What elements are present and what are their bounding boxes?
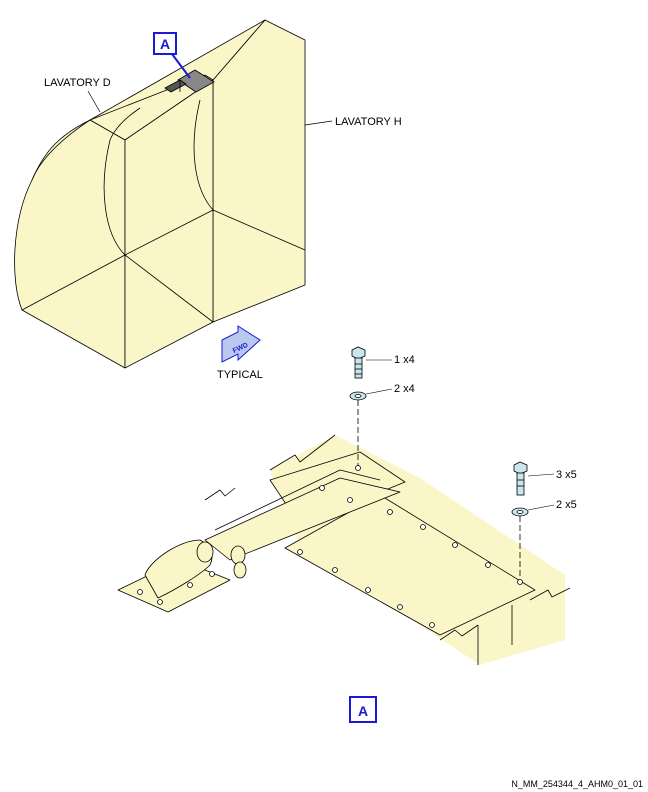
lavatory-d-curved-panel bbox=[14, 119, 126, 369]
item-2a-label: 2 x4 bbox=[394, 383, 415, 395]
item-1-label: 1 x4 bbox=[394, 354, 415, 366]
lavatory-module bbox=[14, 19, 306, 369]
typical-label: TYPICAL bbox=[217, 369, 263, 381]
drawing-reference: N_MM_254344_4_AHM0_01_01 bbox=[511, 779, 643, 789]
bolt-3-icon bbox=[513, 461, 528, 496]
lavatory-h-side-panel bbox=[212, 19, 306, 323]
bolt-1-icon bbox=[351, 346, 366, 379]
detail-a-assembly bbox=[117, 434, 571, 665]
item-2b-label: 2 x5 bbox=[556, 499, 577, 511]
view-callout-a-top: A bbox=[153, 32, 191, 79]
lavatory-d-label: LAVATORY D bbox=[44, 77, 111, 89]
washer-2-icon bbox=[349, 391, 367, 401]
callout-label-top: A bbox=[160, 36, 170, 52]
lavatory-h-label: LAVATORY H bbox=[335, 116, 402, 128]
fwd-arrow-icon: FWD bbox=[221, 325, 261, 363]
washer-2b-icon bbox=[511, 507, 529, 517]
view-callout-a-bottom: A bbox=[349, 696, 377, 723]
item-3-label: 3 x5 bbox=[556, 469, 577, 481]
callout-label-bottom: A bbox=[358, 703, 368, 719]
